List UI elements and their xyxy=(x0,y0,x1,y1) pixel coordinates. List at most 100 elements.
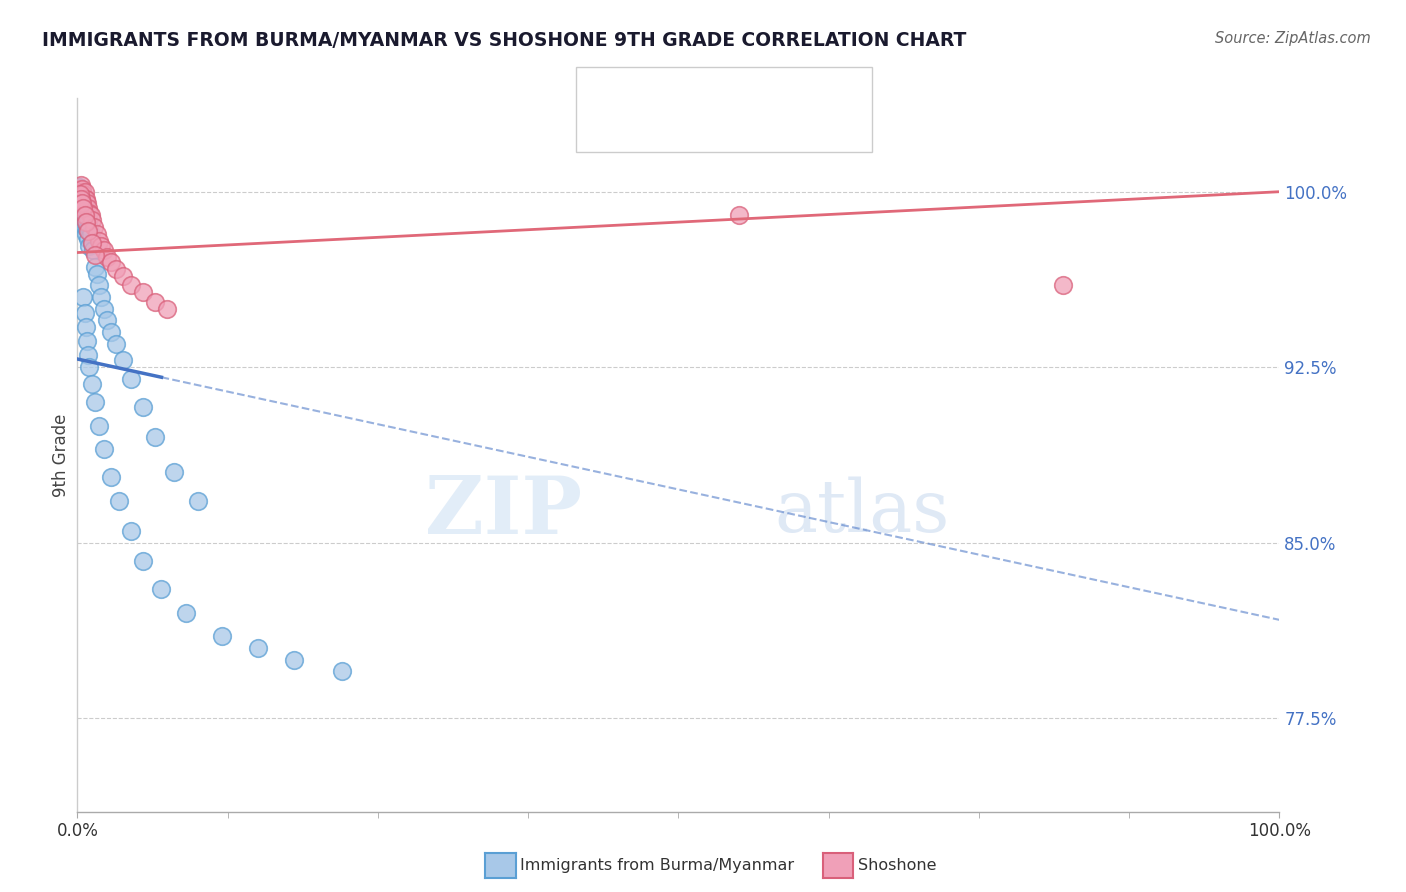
Point xyxy=(111,268,134,283)
Point xyxy=(70,208,93,222)
Text: R =: R = xyxy=(626,106,666,124)
Point xyxy=(145,430,167,444)
Text: atlas: atlas xyxy=(775,476,950,548)
Point xyxy=(84,395,107,409)
Text: N = 63: N = 63 xyxy=(731,74,789,92)
Point xyxy=(73,192,96,206)
Point xyxy=(69,196,91,211)
Point xyxy=(111,353,134,368)
Point xyxy=(70,192,93,206)
Point xyxy=(100,470,122,484)
Point xyxy=(93,301,115,316)
Point xyxy=(330,665,353,679)
Point xyxy=(75,227,97,241)
Point xyxy=(82,243,104,257)
Point xyxy=(132,285,155,300)
Point xyxy=(283,653,305,667)
Point xyxy=(211,629,233,643)
Point xyxy=(86,267,108,281)
Point xyxy=(70,196,93,211)
Point xyxy=(70,189,93,203)
Point xyxy=(76,334,98,349)
Point xyxy=(108,493,131,508)
Point xyxy=(73,219,96,234)
Point xyxy=(86,227,108,241)
Point xyxy=(69,187,91,202)
Point xyxy=(90,238,112,252)
Point xyxy=(70,192,93,206)
Point xyxy=(79,360,101,375)
Point xyxy=(79,219,101,234)
Point xyxy=(87,278,110,293)
Point xyxy=(70,194,93,208)
Point xyxy=(72,203,94,218)
Point xyxy=(70,201,93,215)
Point xyxy=(72,196,94,211)
Point xyxy=(87,234,110,248)
Point xyxy=(120,372,142,386)
Point xyxy=(77,225,100,239)
Text: Source: ZipAtlas.com: Source: ZipAtlas.com xyxy=(1215,31,1371,46)
Point xyxy=(79,238,101,252)
Point xyxy=(104,336,127,351)
Text: Shoshone: Shoshone xyxy=(858,858,936,872)
Point xyxy=(72,187,94,202)
Point xyxy=(246,640,269,655)
Point xyxy=(79,206,101,220)
Point xyxy=(120,278,142,293)
Point xyxy=(76,196,98,211)
Point xyxy=(93,442,115,456)
Point xyxy=(727,208,749,222)
Point xyxy=(69,182,91,196)
Point xyxy=(69,189,91,203)
Point xyxy=(83,219,105,234)
Point xyxy=(73,306,96,320)
Point xyxy=(80,236,103,251)
Point xyxy=(150,582,173,597)
Point xyxy=(96,313,118,327)
Point xyxy=(77,231,100,245)
Point xyxy=(75,212,97,227)
Point xyxy=(75,192,97,206)
Point xyxy=(104,261,127,276)
Text: Immigrants from Burma/Myanmar: Immigrants from Burma/Myanmar xyxy=(520,858,794,872)
Point xyxy=(80,376,103,391)
Point xyxy=(70,187,93,202)
Point xyxy=(174,606,197,620)
Point xyxy=(145,294,167,309)
Point xyxy=(73,199,96,213)
Point xyxy=(72,290,94,304)
Y-axis label: 9th Grade: 9th Grade xyxy=(52,413,70,497)
Point xyxy=(70,182,93,196)
Point xyxy=(77,349,100,363)
Text: R =: R = xyxy=(626,74,662,92)
Point xyxy=(187,493,209,508)
Point xyxy=(100,255,122,269)
Point xyxy=(73,208,96,222)
Point xyxy=(75,203,97,218)
Point xyxy=(87,418,110,433)
Text: ZIP: ZIP xyxy=(425,473,582,551)
Point xyxy=(79,208,101,222)
Point xyxy=(84,248,107,262)
Point xyxy=(80,212,103,227)
Point xyxy=(69,185,91,199)
Point xyxy=(73,185,96,199)
Point xyxy=(120,524,142,538)
Point xyxy=(80,236,103,251)
Point xyxy=(70,178,93,192)
Text: -0.081: -0.081 xyxy=(665,74,724,92)
Point xyxy=(72,212,94,227)
Point xyxy=(1052,278,1074,293)
Point xyxy=(76,222,98,236)
Point xyxy=(70,185,93,199)
Point xyxy=(132,400,155,414)
Point xyxy=(100,325,122,339)
Point xyxy=(72,201,94,215)
Point xyxy=(84,260,107,274)
Point xyxy=(132,554,155,568)
Point xyxy=(73,208,96,222)
Point xyxy=(76,208,98,222)
Point xyxy=(90,290,112,304)
Text: N = 39: N = 39 xyxy=(731,106,789,124)
